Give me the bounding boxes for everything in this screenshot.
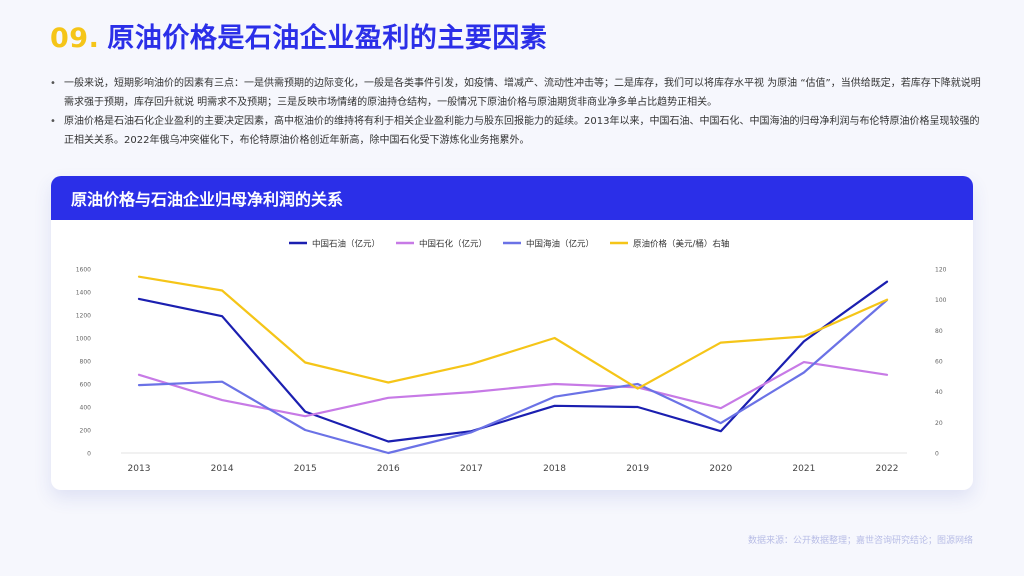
legend-label: 原油价格（美元/桶）右轴 [633, 239, 729, 250]
left-axis-tick-label: 1200 [76, 313, 91, 320]
right-axis-tick-label: 60 [935, 359, 943, 366]
x-axis-tick-label: 2015 [294, 464, 317, 474]
legend-label: 中国海油（亿元） [526, 239, 594, 250]
chart-card: 原油价格与石油企业归母净利润的关系 0 200 400 600 800 1000 1200 1… [51, 176, 973, 490]
x-axis-tick-label: 2018 [543, 464, 566, 474]
left-axis-tick-label: 1000 [76, 336, 91, 343]
legend-label: 中国石油（亿元） [312, 239, 380, 250]
x-axis-tick-label: 2014 [211, 464, 234, 474]
section-title: 原油价格是石油企业盈利的主要因素 [107, 23, 548, 54]
left-axis-tick-label: 1600 [76, 267, 91, 274]
x-axis-tick-label: 2021 [792, 464, 815, 474]
x-axis-tick-label: 2016 [377, 464, 400, 474]
x-axis-tick-label: 2022 [876, 464, 899, 474]
right-axis-tick-label: 80 [935, 328, 943, 335]
legend-label: 中国石化（亿元） [419, 239, 487, 250]
series-line [137, 275, 889, 390]
left-axis-tick-label: 1400 [76, 290, 91, 297]
x-axis-tick-label: 2013 [128, 464, 151, 474]
chart-title: 原油价格与石油企业归母净利润的关系 [71, 190, 344, 209]
bullet-item: 原油价格是石油石化企业盈利的主要决定因素，高中枢油价的维持将有利于相关企业盈利能… [50, 112, 984, 150]
page-title: 09. 原油价格是石油企业盈利的主要因素 [50, 16, 547, 55]
left-axis-tick-label: 200 [80, 428, 92, 435]
right-axis-tick-label: 40 [935, 389, 943, 396]
section-number: 09. [50, 23, 100, 54]
left-axis-tick-label: 0 [87, 451, 91, 458]
data-source-note: 数据来源：公开数据整理；嘉世咨询研究结论；图源网络 [747, 536, 973, 546]
series-line [137, 280, 889, 443]
chart-card-header: 原油价格与石油企业归母净利润的关系 [51, 176, 973, 220]
line-chart: 0 200 400 600 800 1000 1200 1400 1600 0 20 40 60 80 10… [76, 239, 947, 475]
x-axis-tick-label: 2020 [709, 464, 732, 474]
left-axis-tick-label: 400 [80, 405, 92, 412]
bullet-list: 一般来说，短期影响油价的因素有三点：一是供需预期的边际变化，一般是各类事件引发，… [50, 74, 984, 150]
series-line [137, 298, 889, 455]
right-axis-tick-label: 0 [935, 451, 939, 458]
right-axis-tick-label: 20 [935, 420, 943, 427]
right-axis-tick-label: 120 [935, 267, 947, 274]
right-axis-tick-label: 100 [935, 297, 947, 304]
left-axis-tick-label: 600 [80, 382, 92, 389]
series-line [137, 361, 889, 418]
x-axis-tick-label: 2017 [460, 464, 483, 474]
x-axis-tick-label: 2019 [626, 464, 649, 474]
bullet-item: 一般来说，短期影响油价的因素有三点：一是供需预期的边际变化，一般是各类事件引发，… [50, 74, 984, 112]
left-axis-tick-label: 800 [80, 359, 92, 366]
